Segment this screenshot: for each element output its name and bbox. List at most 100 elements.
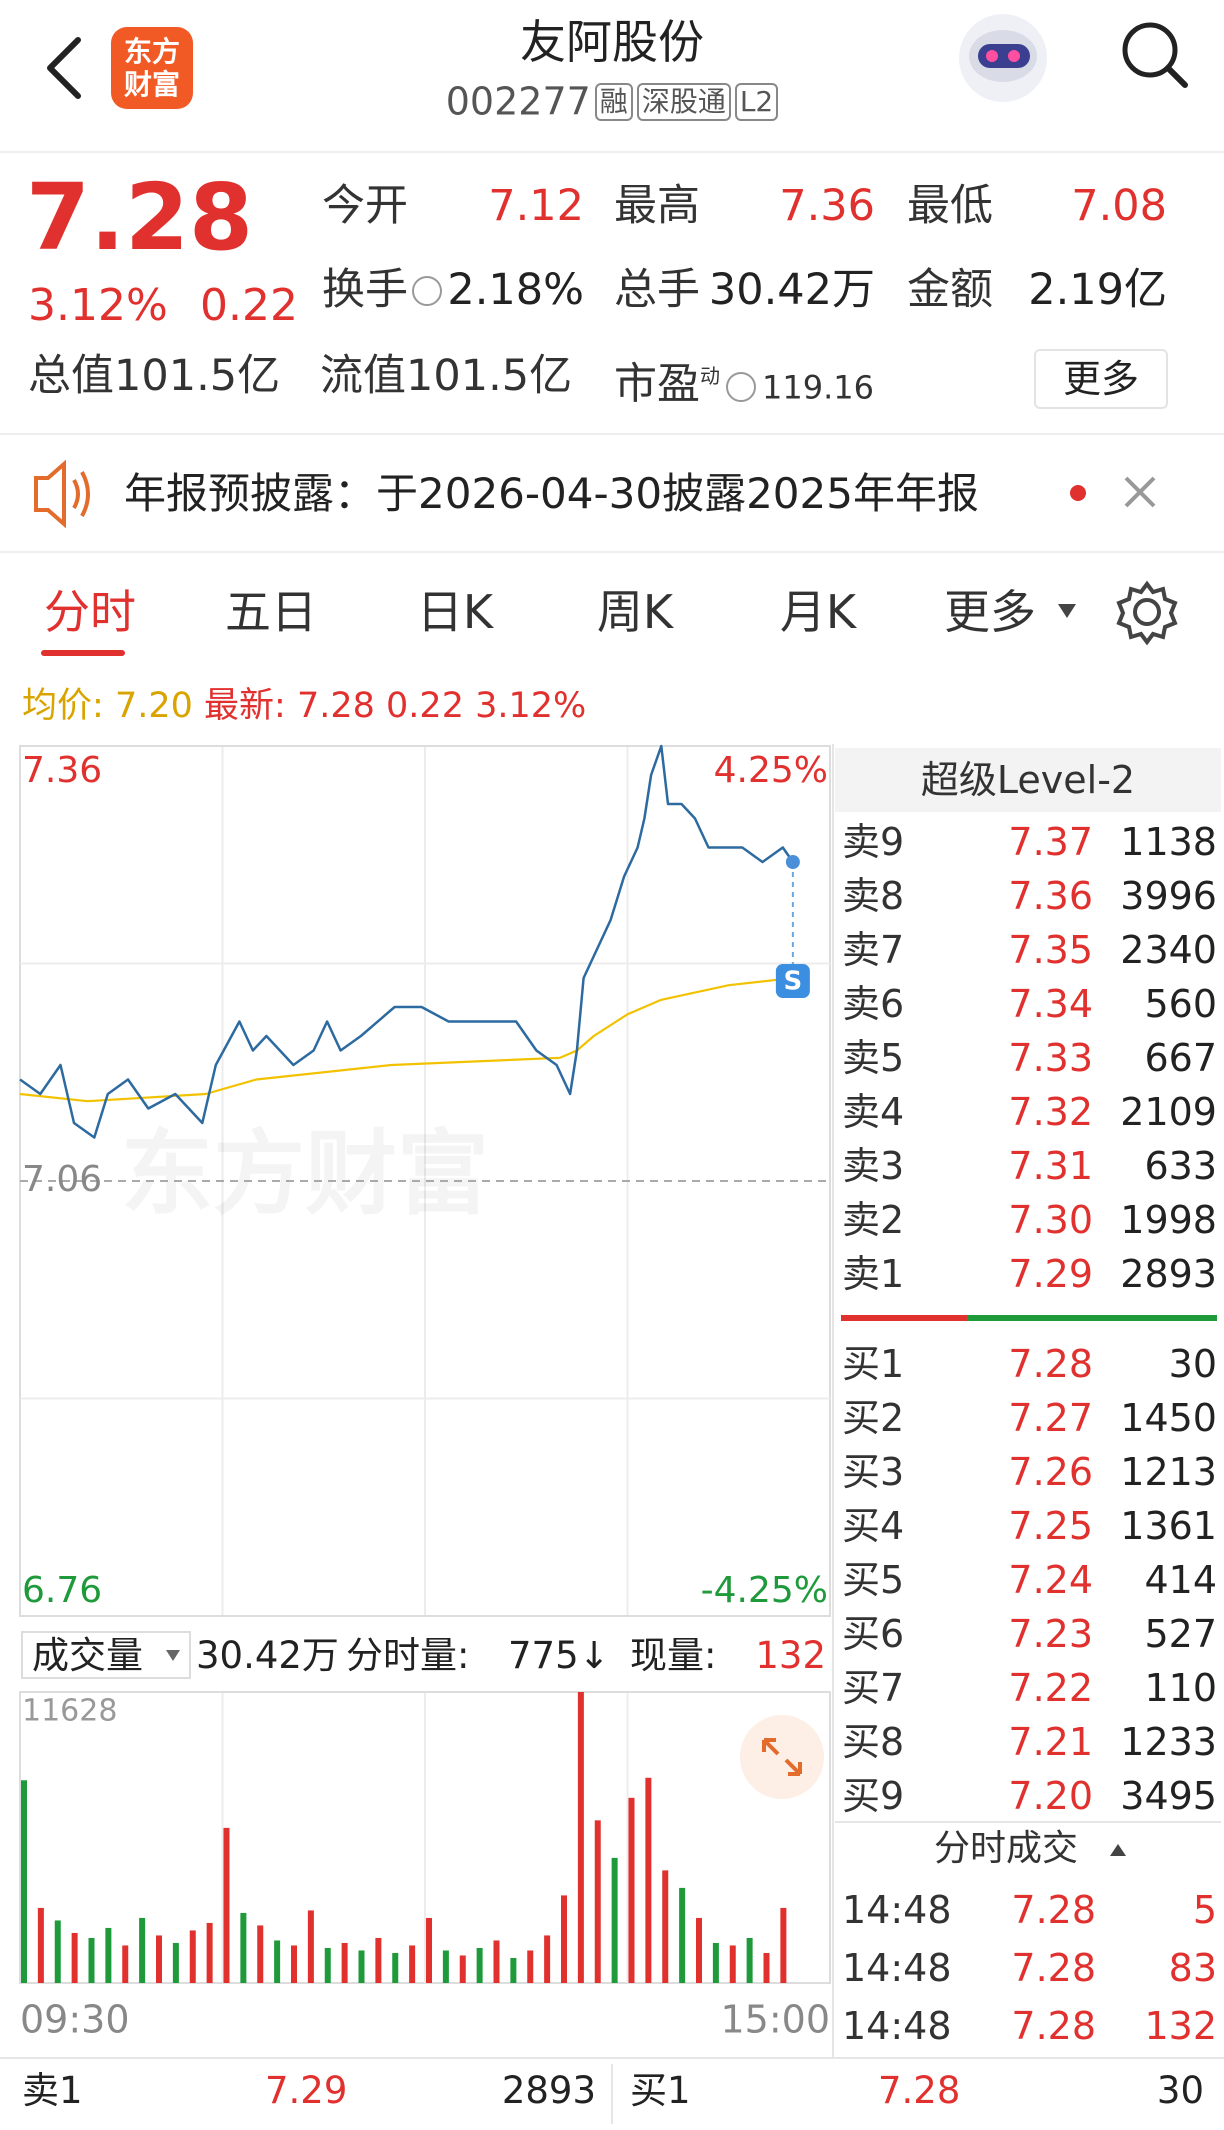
- ask-price: 7.35: [1008, 928, 1093, 972]
- ask-volume: 2340: [1120, 928, 1217, 972]
- volume-bar: [139, 1917, 146, 1983]
- volume-total: 30.42万: [196, 1634, 339, 1677]
- volume-bar: [240, 1912, 247, 1983]
- bid-volume: 110: [1144, 1666, 1217, 1710]
- tab[interactable]: 周K: [596, 585, 674, 639]
- volume-bar: [611, 1857, 618, 1983]
- trade-price: 7.28: [1011, 2004, 1096, 2048]
- stat-value: 101.5亿: [406, 351, 573, 401]
- close-icon[interactable]: [1124, 476, 1156, 508]
- ask-volume: 560: [1144, 982, 1217, 1026]
- volume-bar: [679, 1887, 686, 1983]
- volume-bar: [409, 1945, 416, 1983]
- divider: [0, 551, 1224, 553]
- bid-volume: 527: [1144, 1612, 1217, 1656]
- settings-icon[interactable]: [1116, 580, 1178, 646]
- bid-volume: 1233: [1120, 1720, 1217, 1764]
- ask-label: 卖1: [842, 1252, 905, 1296]
- tab[interactable]: 月K: [779, 585, 857, 639]
- volume-bar: [577, 1692, 584, 1983]
- pe-mark: 动: [700, 364, 720, 388]
- market-cap: 总值101.5亿: [28, 350, 280, 402]
- bid-label: 买6: [842, 1612, 905, 1656]
- stat-value: 101.5亿: [114, 351, 281, 401]
- tag: L2: [734, 82, 779, 121]
- footer-ask-volume: 2893: [501, 2069, 596, 2112]
- back-icon[interactable]: [47, 37, 81, 99]
- bid-label: 买7: [842, 1666, 905, 1710]
- ask-price: 7.37: [1008, 820, 1093, 864]
- stock-name: 友阿股份: [520, 15, 704, 69]
- volume-bar: [476, 1947, 483, 1983]
- ask-price: 7.34: [1008, 982, 1093, 1026]
- footer-bid-price: 7.28: [878, 2069, 961, 2112]
- volume-bar: [628, 1797, 635, 1983]
- bid-price: 7.28: [1008, 1342, 1093, 1386]
- volume-bar: [54, 1920, 61, 1983]
- ask-label: 卖4: [842, 1090, 905, 1134]
- bid-price: 7.27: [1008, 1396, 1093, 1440]
- tab-underline: [41, 650, 125, 656]
- volume-bar: [291, 1945, 297, 1983]
- volume-bar: [426, 1917, 432, 1983]
- volume-bar: [206, 1922, 213, 1983]
- tab[interactable]: 分时: [44, 585, 136, 639]
- last-price: 7.28: [26, 164, 253, 271]
- trade-volume: 132: [1144, 2004, 1217, 2048]
- tag: 深股通: [636, 82, 731, 121]
- ask-volume: 2893: [1120, 1252, 1217, 1296]
- info-icon[interactable]: [726, 371, 756, 402]
- volume-bar: [375, 1937, 382, 1983]
- trade-volume: 83: [1168, 1946, 1217, 1990]
- footer-bid-label: 买1: [630, 2069, 691, 2112]
- notice-dot: [1070, 485, 1086, 501]
- search-icon[interactable]: [1122, 22, 1188, 88]
- volume-bar: [493, 1940, 500, 1983]
- volume-label[interactable]: 成交量: [32, 1634, 143, 1677]
- ask-label: 卖3: [842, 1144, 905, 1188]
- current-volume: 132: [755, 1634, 826, 1677]
- more-button[interactable]: 更多: [1034, 349, 1168, 409]
- info-icon[interactable]: [412, 276, 442, 306]
- volume-bar: [594, 1820, 601, 1983]
- ask-price: 7.32: [1008, 1090, 1093, 1134]
- volume-bar: [527, 1950, 534, 1983]
- volume-bar: [358, 1950, 365, 1983]
- y-tick-label: 11628: [22, 1694, 117, 1729]
- change-pct: 3.12%: [28, 280, 168, 331]
- avatar[interactable]: [959, 14, 1047, 102]
- period-volume: 775↓: [508, 1634, 610, 1677]
- bid-volume: 414: [1144, 1558, 1217, 1602]
- volume-bar: [780, 1907, 787, 1983]
- tab[interactable]: 日K: [416, 585, 494, 639]
- order-book-title: 超级Level-2: [920, 758, 1136, 802]
- stat-label: 最低: [907, 181, 993, 231]
- volume-bar: [510, 1957, 517, 1983]
- x-tick-label: 15:00: [720, 1998, 830, 2042]
- volume-bar: [105, 1927, 112, 1983]
- bid-volume: 30: [1168, 1342, 1217, 1386]
- trades-title[interactable]: 分时成交: [934, 1828, 1079, 1869]
- latest-value: 7.28: [296, 686, 375, 726]
- ask-label: 卖9: [842, 820, 905, 864]
- bid-price: 7.25: [1008, 1504, 1093, 1548]
- logo[interactable]: 东方 财富: [111, 27, 193, 109]
- volume-bar: [71, 1932, 78, 1983]
- volume-bar: [307, 1910, 314, 1983]
- y-tick-label: 7.36: [22, 750, 102, 791]
- stat-label: 最高: [614, 181, 700, 231]
- volume-selector-box[interactable]: [21, 1631, 191, 1679]
- stat-value: 119.16: [762, 368, 874, 407]
- notice[interactable]: 年报预披露：于2026-04-30披露2025年年报: [124, 469, 979, 518]
- stat-label: 换手: [322, 265, 408, 315]
- volume-bar: [442, 1950, 449, 1983]
- dropdown-caret: [1058, 604, 1076, 618]
- volume-bar: [561, 1895, 567, 1983]
- ask-volume: 1138: [1120, 820, 1217, 864]
- tab[interactable]: 五日: [225, 585, 317, 639]
- tab[interactable]: 更多: [944, 585, 1036, 639]
- stat-label: 市盈: [614, 359, 700, 410]
- trade-time: 14:48: [842, 1888, 952, 1932]
- expand-button[interactable]: [740, 1715, 824, 1799]
